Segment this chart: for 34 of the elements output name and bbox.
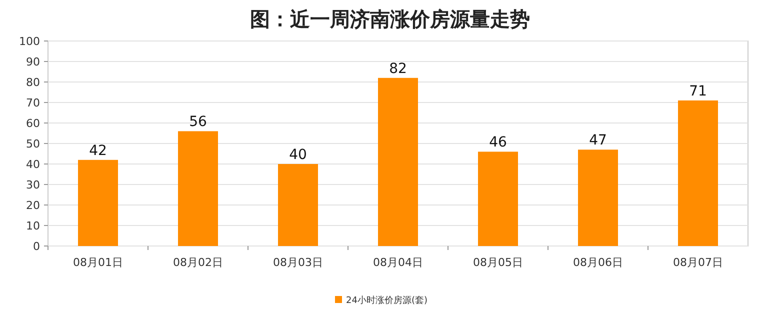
bar bbox=[78, 160, 118, 246]
bar bbox=[478, 152, 518, 246]
bar bbox=[178, 131, 218, 246]
y-tick-label: 50 bbox=[26, 138, 40, 150]
y-tick-label: 60 bbox=[26, 117, 40, 130]
y-tick-label: 70 bbox=[26, 96, 40, 110]
data-label: 46 bbox=[489, 134, 507, 151]
y-tick-label: 20 bbox=[26, 199, 40, 212]
x-tick-label: 08月02日 bbox=[173, 256, 223, 269]
bar bbox=[578, 150, 618, 246]
y-tick-label: 80 bbox=[26, 76, 40, 89]
y-tick-label: 100 bbox=[19, 35, 40, 48]
y-tick-label: 90 bbox=[26, 56, 40, 68]
chart-title: 图：近一周济南涨价房源量走势 bbox=[250, 7, 530, 31]
data-label: 40 bbox=[289, 147, 307, 163]
data-label: 47 bbox=[589, 132, 607, 149]
y-tick-label: 30 bbox=[26, 178, 40, 192]
x-tick-label: 08月01日 bbox=[73, 256, 123, 269]
bar bbox=[378, 78, 418, 246]
x-tick-label: 08月05日 bbox=[473, 256, 523, 269]
x-tick-label: 08月07日 bbox=[673, 256, 723, 269]
data-label: 56 bbox=[189, 114, 207, 130]
data-label: 82 bbox=[389, 60, 407, 77]
x-tick-label: 08月04日 bbox=[373, 256, 423, 269]
x-tick-label: 08月06日 bbox=[573, 256, 623, 269]
data-label: 71 bbox=[689, 83, 707, 100]
bar bbox=[278, 164, 318, 246]
x-tick-label: 08月03日 bbox=[273, 256, 323, 269]
y-tick-label: 0 bbox=[33, 240, 40, 253]
bar bbox=[678, 100, 718, 246]
y-tick-label: 10 bbox=[26, 220, 40, 232]
legend-label: 24小时涨价房源(套) bbox=[346, 295, 428, 306]
y-tick-label: 40 bbox=[26, 158, 40, 171]
data-label: 42 bbox=[89, 142, 107, 159]
